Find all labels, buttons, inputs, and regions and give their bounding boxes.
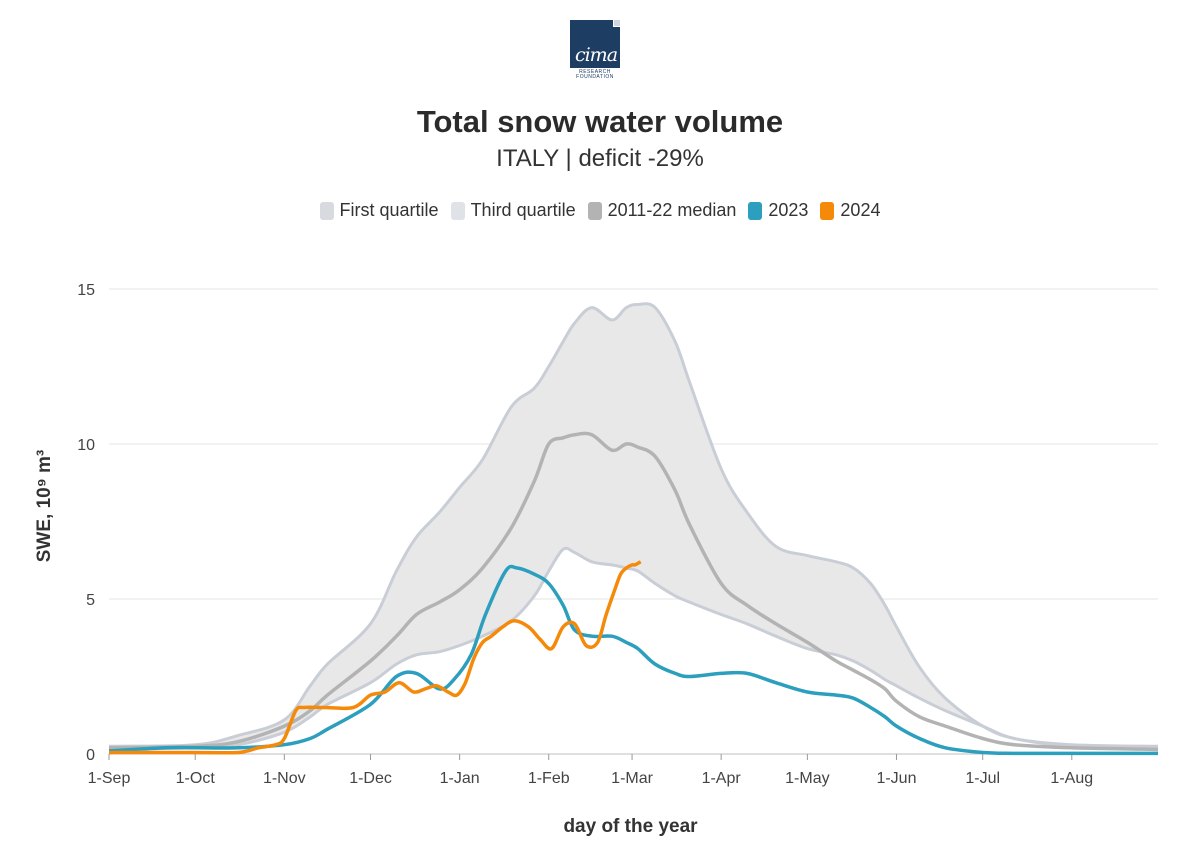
logo-word: cima: [574, 44, 618, 66]
logo-subtitle: RESEARCH FOUNDATION: [570, 70, 620, 80]
x-tick-label: 1-Feb: [528, 770, 570, 787]
cima-logo: cima RESEARCH FOUNDATION: [570, 19, 622, 84]
x-tick-label: 1-Aug: [1050, 770, 1093, 787]
x-tick-label: 1-Oct: [176, 770, 216, 787]
legend-swatch-third-quartile: [450, 201, 465, 220]
x-tick-label: 1-Mar: [611, 770, 653, 787]
legend-item-first-quartile[interactable]: First quartile: [319, 200, 439, 221]
x-tick-label: 1-Apr: [702, 770, 742, 787]
quartile-band-fill: [109, 303, 1158, 750]
legend-item-2023[interactable]: 2023: [748, 200, 808, 221]
x-tick-label: 1-Sep: [88, 770, 131, 787]
quartile-band-layer: [108, 302, 1159, 751]
legend-swatch-2024: [820, 201, 835, 220]
logo-square: cima: [570, 19, 621, 68]
legend-swatch-first-quartile: [319, 201, 334, 220]
x-tick-labels: 1-Sep 1-Oct 1-Nov 1-Dec 1-Jan 1-Feb 1-Mar 1-Apr…: [88, 770, 1093, 787]
legend-label-2024: 2024: [840, 200, 881, 220]
legend-label-median: 2011-22 median: [607, 200, 737, 220]
y-tick-label: 15: [77, 282, 95, 299]
x-tick-label: 1-Jan: [440, 770, 480, 787]
series-line-layer: [108, 431, 1159, 756]
x-tick-label: 1-Jul: [965, 770, 1000, 787]
legend-label-2023: 2023: [768, 200, 809, 220]
x-tick-label: 1-Jun: [876, 770, 916, 787]
legend-item-2024[interactable]: 2024: [820, 200, 880, 221]
series-2024-line: [109, 560, 642, 755]
x-tick-label: 1-Nov: [263, 770, 306, 787]
series-median-line: [108, 431, 1159, 752]
y-tick-label: 0: [86, 747, 95, 764]
chart-title: Total snow water volume: [416, 104, 784, 139]
logo-corner-dot: [613, 19, 621, 27]
legend-label-first-quartile: First quartile: [339, 200, 439, 220]
chart-subtitle: ITALY | deficit -29%: [496, 145, 704, 172]
x-tick-label: 1-Dec: [349, 770, 392, 787]
y-tick-label: 10: [77, 437, 95, 454]
series-third-quartile-line: [108, 302, 1159, 748]
series-first-quartile-line: [108, 546, 1159, 751]
series-2023-line: [108, 564, 1158, 756]
legend-swatch-2023: [748, 201, 763, 220]
logo-sub-line2: FOUNDATION: [576, 74, 614, 80]
y-tick-label: 5: [86, 592, 95, 609]
legend: First quartile Third quartile 2011-22 me…: [0, 200, 1200, 221]
y-axis-title: SWE, 10⁹ m³: [34, 450, 55, 563]
x-axis-title: day of the year: [563, 816, 698, 837]
legend-item-median[interactable]: 2011-22 median: [587, 200, 737, 221]
y-tick-labels: 0 5 10 15: [77, 282, 95, 764]
logo-sub-line1: RESEARCH: [579, 69, 611, 75]
legend-item-third-quartile[interactable]: Third quartile: [450, 200, 576, 221]
x-tick-label: 1-May: [785, 770, 829, 787]
legend-swatch-median: [587, 201, 602, 220]
legend-label-third-quartile: Third quartile: [470, 200, 576, 220]
